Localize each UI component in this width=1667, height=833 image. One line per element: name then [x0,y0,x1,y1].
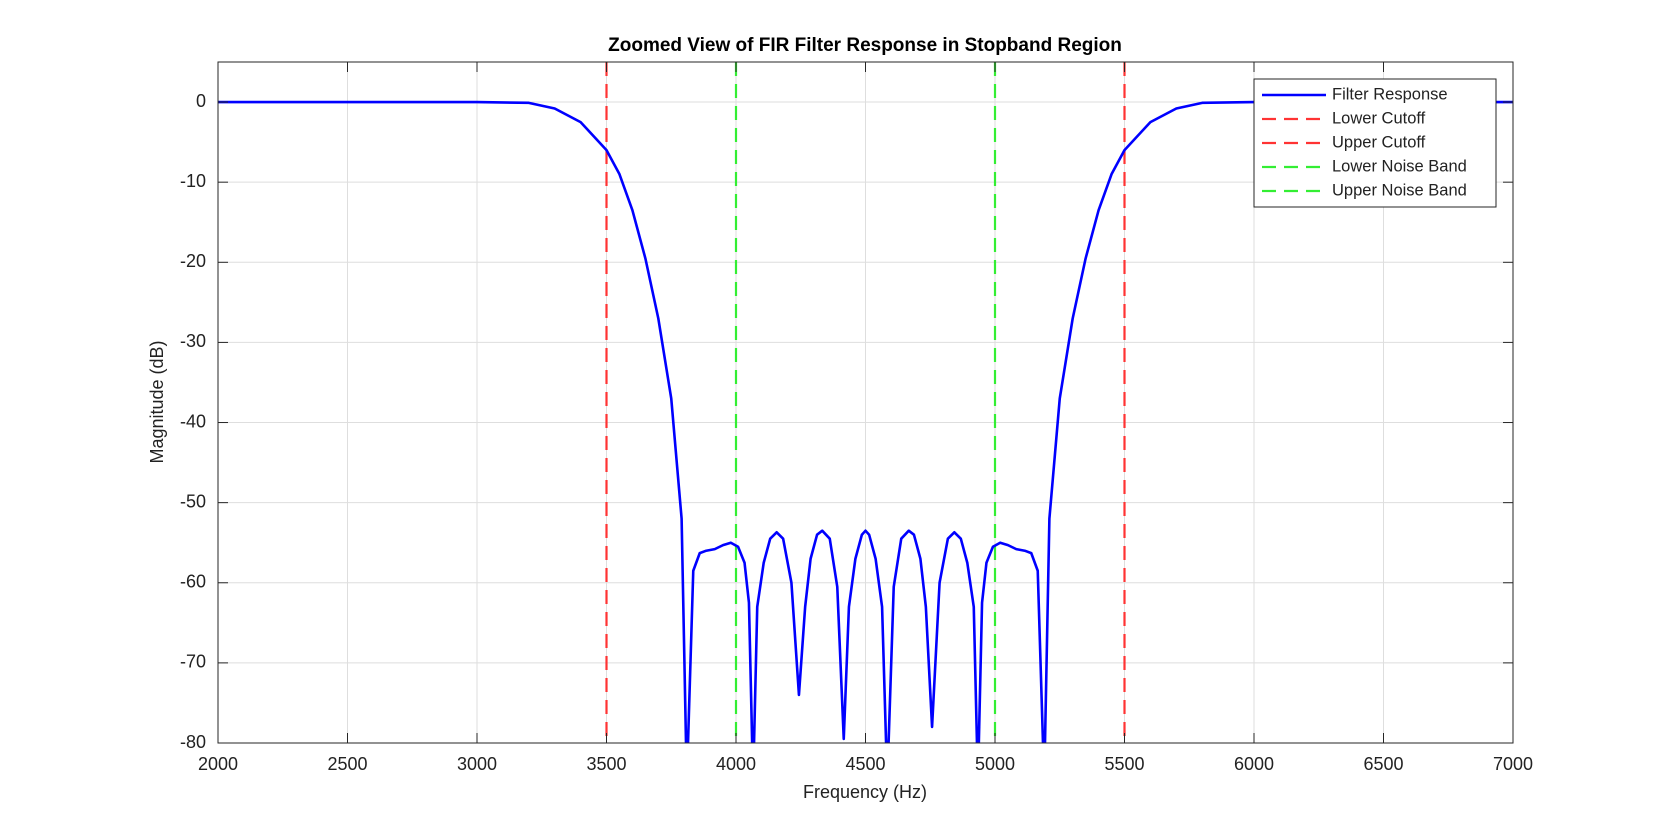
y-tick-label: -10 [180,171,206,191]
x-tick-label: 2000 [198,754,238,774]
x-tick-label: 6500 [1363,754,1403,774]
legend-label: Upper Cutoff [1332,133,1426,151]
y-tick-label: -40 [180,411,206,431]
legend-label: Lower Cutoff [1332,109,1426,127]
y-axis-label: Magnitude (dB) [147,340,167,463]
x-tick-label: 3000 [457,754,497,774]
legend-label: Filter Response [1332,85,1448,103]
ticks: 2000 2500 3000 3500 4000 4500 5000 5500 6000 6500… [180,62,1533,774]
x-tick-label: 4000 [716,754,756,774]
x-tick-label: 5000 [975,754,1015,774]
y-tick-label: -80 [180,732,206,752]
x-axis-label: Frequency (Hz) [803,782,927,802]
y-tick-label: -30 [180,331,206,351]
x-tick-label: 5500 [1104,754,1144,774]
y-tick-label: -50 [180,491,206,511]
x-tick-label: 3500 [586,754,626,774]
x-tick-label: 6000 [1234,754,1274,774]
y-tick-label: -60 [180,572,206,592]
y-tick-label: -20 [180,251,206,271]
chart-title: Zoomed View of FIR Filter Response in St… [608,35,1122,56]
y-tick-label: 0 [196,91,206,111]
legend: Filter Response Lower Cutoff Upper Cutoff L… [1253,78,1497,208]
y-tick-label: -70 [180,652,206,672]
plot-layer [218,62,1513,743]
legend-label: Upper Noise Band [1332,181,1467,199]
line-series [218,100,1513,743]
legend-label: Lower Noise Band [1332,157,1467,175]
x-tick-label: 2500 [327,754,367,774]
x-tick-label: 7000 [1493,754,1533,774]
x-tick-label: 4500 [845,754,885,774]
